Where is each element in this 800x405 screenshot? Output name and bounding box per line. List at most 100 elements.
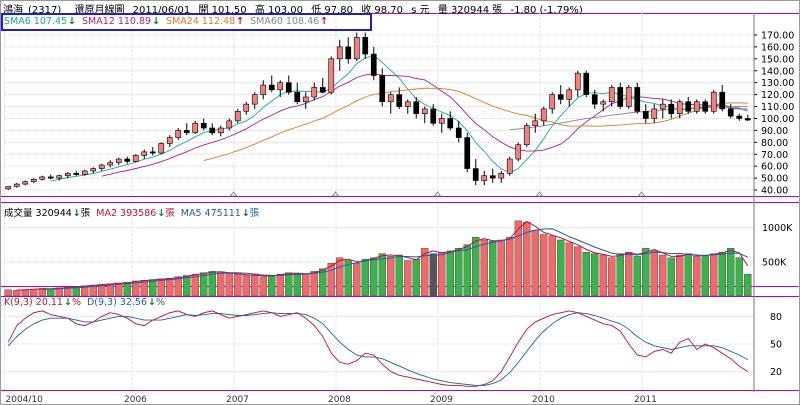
candle-down [472,168,479,181]
volume-bar [429,253,437,297]
candle-down [744,118,751,121]
volume-bar [616,253,624,297]
volume-bar [642,247,650,297]
candle-up [693,101,700,112]
stock-code: (2317) [28,5,62,16]
candle-down [668,103,675,114]
volume-bar [327,263,335,297]
candle-down [489,175,496,179]
quote-open: 開 101.50 [198,5,247,16]
x-tick-label: 2006 [124,395,147,405]
candle-up [56,175,63,179]
legend-label: MA5 475111 [180,208,241,219]
candle-down [294,91,301,103]
x-tick-label: 2008 [328,395,351,405]
quote-high: 高 103.00 [254,5,303,16]
volume-bar [166,278,174,297]
volume-tick-label: 1000K [762,223,793,234]
volume-bar [132,280,140,297]
volume-bar [599,254,607,297]
candle-up [566,89,573,100]
legend-entry: MA2 393586↓張 [96,208,175,219]
candle-up [302,96,309,103]
candle-up [217,127,224,134]
legend-label: D(9,3) 32.56 [86,297,148,308]
volume-bar [582,252,590,297]
candle-up [39,176,46,180]
legend-entry: SMA60 108.46↑ [250,16,328,27]
sma-line-sma6 [50,54,748,182]
candle-up [234,111,241,122]
volume-bar [693,256,701,297]
candle-down [430,108,437,124]
candle-up [540,108,547,122]
volume-bar [480,239,488,297]
candle-down [736,115,743,119]
volume-bar [531,230,539,297]
volume-bar [395,254,403,297]
candle-down [464,137,471,169]
volume-bar [183,275,191,297]
candle-down [591,94,598,105]
volume-bar [727,247,735,297]
volume-bar [344,260,352,297]
candle-up [277,82,284,91]
candle-up [13,183,20,187]
volume-bar [285,272,293,297]
legend-label: 成交量 320944 [4,208,72,219]
volume-bar [259,276,267,297]
candle-up [311,87,318,98]
volume-bar [625,252,633,297]
candle-down [617,87,624,107]
candle-up [166,137,173,144]
candle-down [209,127,216,134]
legend-label: SMA6 107.45 [4,16,68,27]
volume-bar [514,220,522,297]
candle-up [260,84,267,95]
volume-bar [463,244,471,297]
stock-name-text: 鴻海 [3,5,23,16]
quote-change: -1.80 (-1.79%) [510,5,583,16]
arrow-down-icon: ↓ [241,208,250,219]
volume-bar [633,256,641,297]
candle-down [362,37,369,55]
legend-entry: SMA24 112.48↑ [166,16,244,27]
legend-unit: 張 [249,208,260,219]
legend-label: SMA12 110.89 [82,16,152,27]
candle-up [600,101,607,105]
volume-bar [412,258,420,297]
volume-bar [421,247,429,297]
candle-up [574,72,581,91]
x-tick-label: 2007 [226,395,249,405]
volume-bar [353,263,361,297]
period-marker [535,191,544,197]
price-tick-label: 100.00 [761,114,794,125]
volume-bar [319,268,327,297]
x-tick-label: 2004/10 [6,395,44,405]
arrow-down-icon: ↓ [152,16,161,27]
period-marker [637,191,646,197]
volume-bar [276,273,284,297]
volume-bar [650,250,658,297]
volume-bar [735,257,743,297]
legend-entry: MA5 475111↓張 [181,208,260,219]
volume-bar [744,273,752,297]
kd-legend: K(9,3) 20.11↓% D(9,3) 32.56↓% [4,297,171,308]
volume-bar [659,254,667,297]
candle-up [625,87,632,107]
volume-bar [55,287,63,297]
legend-unit: % [71,297,81,308]
candle-down [455,127,462,138]
x-tick-label: 2009 [430,395,453,405]
volume-bar [302,273,310,297]
legend-unit: % [156,297,166,308]
candle-down [124,158,131,162]
volume-bar [387,256,395,297]
volume-bar [438,252,446,297]
candle-down [396,94,403,107]
candle-down [702,101,709,112]
arrow-down-icon: ↓ [157,208,166,219]
price-tick-label: 50.00 [761,174,788,185]
kd-tick-label: 20 [770,367,782,378]
candle-up [506,158,513,174]
